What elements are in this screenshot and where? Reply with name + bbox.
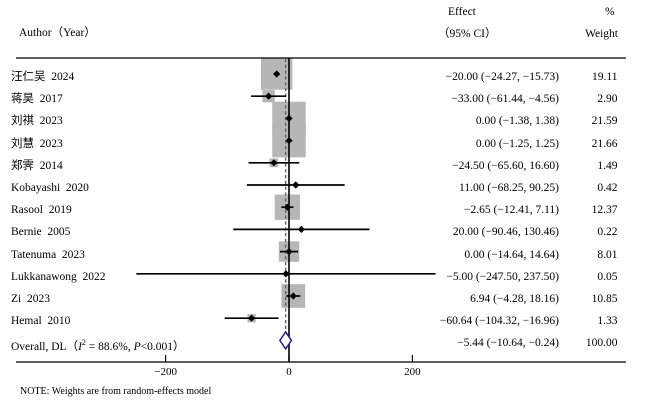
study-weight-value: 1.49 [597, 159, 618, 172]
study-author-label: Zi 2023 [11, 293, 50, 305]
overall-diamond [278, 330, 293, 351]
study-effect-ci-value: 6.94 (−4.28, 18.16) [470, 293, 559, 305]
study-author-label: 蒋昊 2017 [11, 93, 63, 106]
point-estimate-marker [297, 225, 305, 233]
point-estimate-marker [285, 248, 293, 256]
study-author-label: Bernie 2005 [11, 226, 71, 239]
study-effect-ci-value: 0.00 (−1.25, 1.25) [475, 137, 559, 150]
study-author-label: 刘慧 2023 [11, 137, 63, 150]
x-axis-tick-label: 200 [404, 366, 421, 378]
study-effect-ci-value: −33.00 (−61.44, −4.56) [451, 93, 559, 106]
x-axis-tick-label: 0 [286, 366, 292, 378]
study-effect-ci-value: 0.00 (−1.38, 1.38) [475, 115, 559, 128]
study-author-label: Hemal 2010 [11, 315, 71, 328]
weight-header: Weight [585, 28, 618, 40]
point-estimate-marker [283, 203, 291, 211]
study-weight-value: 10.85 [591, 293, 618, 305]
point-estimate-marker [282, 270, 290, 278]
overall-label: Overall, DL（I2 = 88.6%, P<0.001） [11, 338, 185, 354]
study-weight-value: 2.90 [597, 93, 618, 106]
point-estimate-marker [270, 159, 278, 167]
study-effect-ci-value: −24.50 (−65.60, 16.60) [452, 159, 559, 172]
study-weight-value: 21.59 [591, 115, 618, 128]
point-estimate-marker [247, 314, 256, 322]
ci-header: （95% CI） [438, 28, 497, 40]
study-weight-value: 12.37 [591, 204, 618, 217]
study-author-label: Tatenuma 2023 [11, 248, 85, 261]
study-author-label: Lukkanawong 2022 [11, 270, 106, 283]
x-axis-tick-label: −200 [154, 366, 177, 378]
study-author-label: Rasool 2019 [11, 204, 72, 217]
study-effect-ci-value: −5.00 (−247.50, 237.50) [446, 270, 559, 283]
overall-effect-ci-value: −5.44 (−10.64, −0.24) [457, 337, 559, 350]
study-weight-value: 0.22 [597, 226, 618, 239]
point-estimate-marker [273, 70, 281, 78]
study-effect-ci-value: 0.00 (−14.64, 14.64) [464, 248, 559, 261]
study-effect-ci-value: −2.65 (−12.41, 7.11) [464, 204, 559, 217]
study-weight-value: 0.42 [597, 182, 618, 194]
study-author-label: Kobayashi 2020 [11, 182, 89, 194]
footnote: NOTE: Weights are from random-effects mo… [20, 386, 212, 397]
point-estimate-marker [265, 92, 273, 100]
study-author-label: 刘祺 2023 [11, 115, 63, 128]
study-effect-ci-value: 11.00 (−68.25, 90.25) [459, 182, 559, 194]
study-effect-ci-value: 20.00 (−90.46, 130.46) [452, 226, 559, 239]
study-author-label: 郑霁 2014 [11, 159, 63, 172]
overall-weight-value: 100.00 [585, 337, 618, 350]
study-weight-value: 1.33 [597, 315, 618, 328]
point-estimate-marker [289, 292, 297, 300]
study-effect-ci-value: −60.64 (−104.32, −16.96) [439, 315, 559, 328]
point-estimate-marker [285, 114, 293, 122]
percent-header: % [605, 6, 615, 18]
study-weight-value: 0.05 [597, 270, 618, 283]
point-estimate-marker [285, 137, 293, 145]
study-weight-value: 21.66 [591, 137, 618, 150]
author-year-header: Author（Year） [19, 27, 96, 39]
point-estimate-marker [292, 181, 300, 189]
study-weight-value: 8.01 [597, 248, 618, 261]
study-author-label: 汪仁吴 2024 [11, 71, 75, 83]
effect-header: Effect [448, 6, 476, 18]
study-weight-value: 19.11 [592, 71, 618, 83]
study-effect-ci-value: −20.00 (−24.27, −15.73) [445, 71, 559, 83]
